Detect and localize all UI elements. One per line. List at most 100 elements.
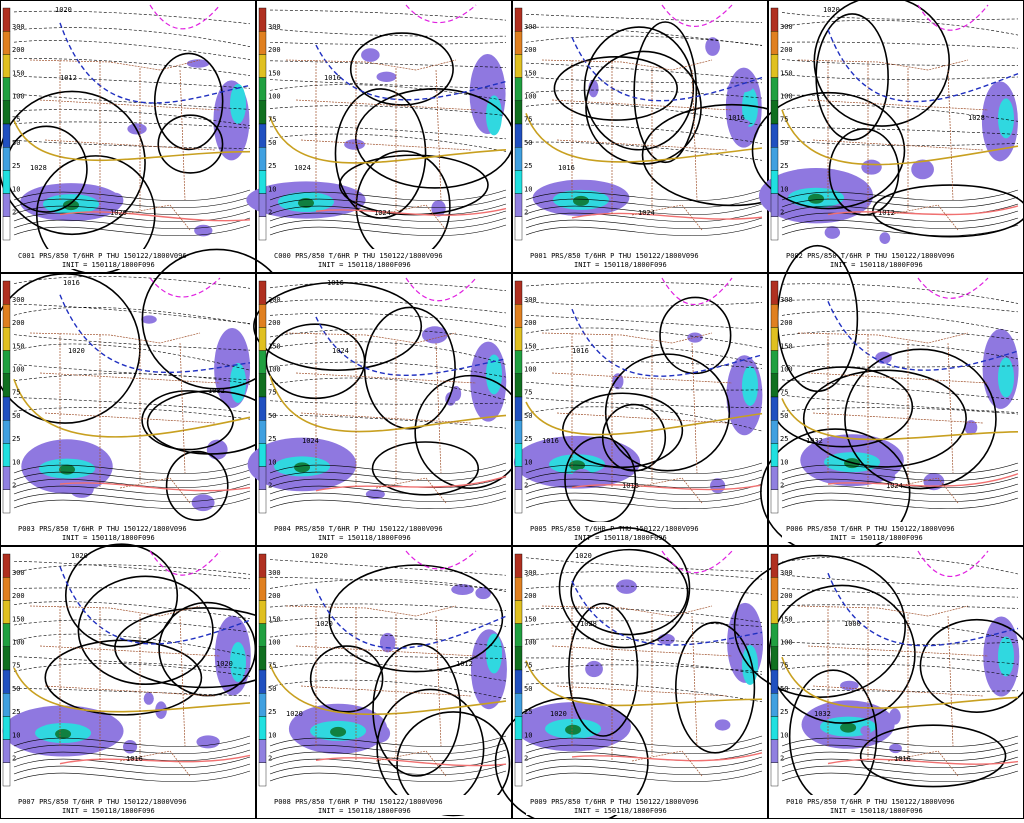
thickness-line (525, 742, 763, 754)
precip-core (573, 195, 590, 206)
colorbar-segment (2, 669, 11, 694)
thickness-line (525, 483, 763, 495)
temp-contour (781, 139, 1019, 146)
borders (29, 332, 221, 504)
temp-contour (525, 123, 763, 144)
isobar (349, 32, 454, 106)
freezing-line (525, 113, 763, 163)
colorbar-label: 150 (268, 615, 281, 623)
contour-label: 1020 (55, 6, 72, 14)
contour-label: 1020 (311, 552, 328, 560)
map-panel: 300 200 150 100 75 50 25 10 2 1012 1020 1020 1020 P00… (256, 546, 512, 819)
colorbar-label: 300 (12, 23, 25, 31)
colorbar-segment (258, 739, 267, 764)
thickness-line (781, 469, 1019, 481)
contour-label: 1012 (456, 660, 473, 668)
colorbar-label: 150 (780, 69, 793, 77)
thickness-line (13, 210, 251, 222)
colorbar-segment (770, 280, 779, 305)
contour-label: 1020 (71, 552, 88, 560)
precip-core (565, 724, 582, 735)
arctic-line (917, 4, 989, 31)
precip-area (69, 479, 94, 498)
thickness-line (781, 490, 1019, 502)
borders (29, 605, 221, 777)
isobar (44, 639, 203, 716)
thickness-line (781, 462, 1019, 474)
cold-line (571, 308, 763, 377)
arctic-line (917, 550, 989, 577)
colorbar-segment (770, 54, 779, 78)
colorbar-segment (514, 623, 523, 647)
thickness-line (269, 497, 507, 509)
colorbar-label: 10 (268, 731, 276, 739)
cold-line (827, 301, 1019, 371)
temp-contour (13, 307, 251, 325)
panel-init: INIT = 150118/1800F096 (318, 261, 411, 269)
colorbar-segment (770, 489, 779, 514)
contour-label: 1024 (374, 209, 391, 217)
colorbar-segment (770, 7, 779, 32)
borders (797, 59, 989, 231)
colorbar-segment (2, 280, 11, 305)
temp-contour (13, 663, 251, 677)
cold-line (315, 588, 507, 649)
temp-contour (781, 365, 1019, 368)
colorbar-label: 300 (780, 296, 793, 304)
thickness-line (13, 469, 251, 481)
temp-contour (269, 28, 507, 37)
colorbar-segment (258, 77, 267, 101)
colorbar-segment (770, 762, 779, 787)
thickness-line (13, 756, 251, 768)
colorbar-label: 25 (780, 162, 788, 170)
colorbar-label: 200 (12, 319, 25, 327)
precip-area (889, 743, 902, 754)
temp-contour (269, 41, 507, 45)
panel-label: C000 PRS/850 T/6HR P THU 150122/1800V096 (274, 252, 443, 260)
colorbar-label: 10 (524, 731, 532, 739)
colorbar-segment (770, 739, 779, 764)
colorbar-segment (514, 419, 523, 444)
contour-label: 1016 (63, 279, 80, 287)
temp-contour (525, 638, 763, 646)
temp-contour (525, 13, 763, 23)
temp-contour (525, 406, 763, 432)
colorbar-label: 100 (524, 638, 537, 646)
contour-label: 1020 (550, 710, 567, 718)
colorbar-label: 25 (524, 162, 532, 170)
precip-area (379, 632, 396, 653)
caption-bg (14, 522, 250, 542)
thickness-line (13, 217, 251, 229)
colorbar-segment (258, 350, 267, 374)
precip-area (714, 719, 731, 731)
precip-heavy (486, 354, 502, 395)
colorbar-label: 200 (780, 319, 793, 327)
thickness-line (781, 483, 1019, 495)
warm-line (571, 212, 763, 220)
precip-heavy (742, 365, 758, 406)
temp-contour (525, 315, 763, 331)
temp-contour (525, 76, 763, 84)
thickness-line (781, 196, 1019, 208)
colorbar-label: 150 (12, 342, 25, 350)
precip-core (55, 729, 72, 740)
thickness-line (269, 217, 507, 229)
isobar (768, 584, 916, 724)
thickness-line (269, 763, 507, 775)
precip-area (571, 468, 593, 488)
colorbar-label: 100 (268, 92, 281, 100)
isobar (583, 26, 695, 151)
colorbar-label: 300 (268, 296, 281, 304)
colorbar-segment (514, 327, 523, 351)
caption-bg (270, 795, 506, 815)
panel-frame (0, 273, 256, 546)
contour-label: 1024 (302, 437, 319, 445)
colorbar-label: 200 (524, 319, 537, 327)
colorbar-label: 150 (524, 615, 537, 623)
thickness-line (525, 763, 763, 775)
colorbar-segment (2, 692, 11, 717)
colorbar-label: 50 (12, 139, 20, 147)
colorbar-label: 200 (268, 592, 281, 600)
temp-contour (269, 400, 507, 405)
contour-label: 1032 (814, 710, 831, 718)
